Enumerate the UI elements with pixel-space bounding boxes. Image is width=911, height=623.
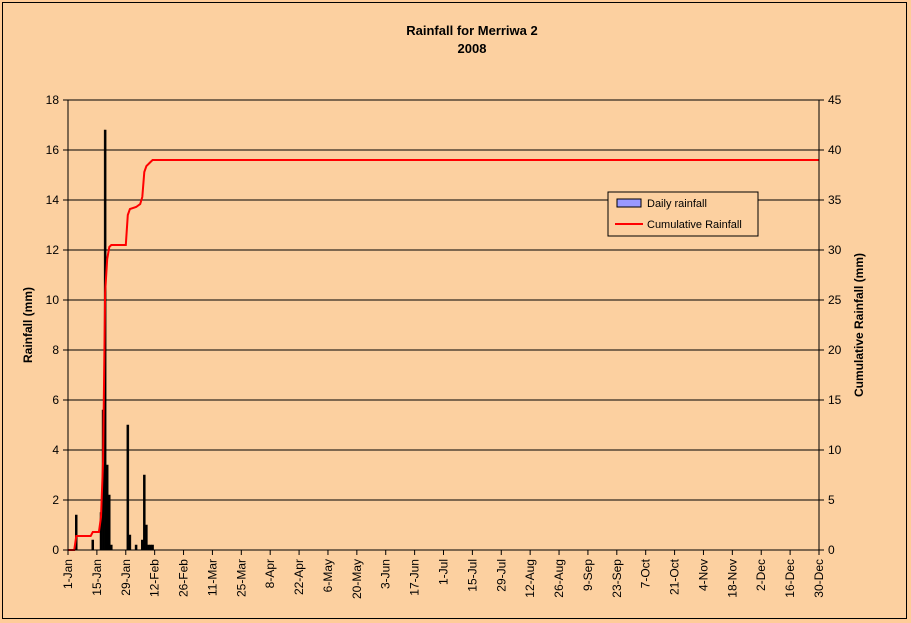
y2-axis-title: Cumulative Rainfall (mm) — [852, 253, 866, 397]
daily-rainfall-bar — [126, 424, 130, 551]
daily-rainfall-bar — [143, 474, 146, 551]
daily-rainfall-bar — [91, 539, 95, 551]
y2-tick-label: 25 — [828, 293, 842, 307]
daily-rainfall-bar — [128, 534, 132, 551]
daily-rainfall-bar — [108, 494, 111, 551]
x-tick-label: 3-Jun — [379, 559, 393, 589]
y2-tick-label: 20 — [828, 343, 842, 357]
x-tick-label: 18-Nov — [725, 559, 739, 598]
x-tick-label: 29-Jan — [119, 559, 133, 596]
y2-tick-label: 0 — [828, 543, 835, 557]
cumulative-rainfall-series-line — [68, 159, 819, 551]
plot-area — [68, 100, 819, 550]
x-tick-label: 15-Jul — [465, 559, 479, 592]
x-axis-ticks: 1-Jan 15-Jan 29-Jan 12-Feb 26-Feb 11-Mar 25-Ma… — [61, 558, 826, 599]
y2-tick-label: 45 — [828, 93, 842, 107]
y2-tick-label: 15 — [828, 393, 842, 407]
daily-rainfall-bar — [149, 544, 152, 551]
daily-rainfall-bar — [105, 464, 109, 551]
y-axis-title: Rainfall (mm) — [21, 287, 35, 363]
daily-rainfall-bar — [151, 544, 154, 551]
x-tick-label: 22-Apr — [292, 559, 306, 595]
x-tick-label: 25-Mar — [234, 559, 248, 597]
daily-rainfall-bar — [141, 539, 144, 551]
x-tick-label: 11-Mar — [205, 559, 219, 596]
chart-subtitle: 2008 — [458, 41, 487, 56]
x-tick-label: 2-Dec — [754, 559, 768, 591]
x-tick-label: 12-Feb — [148, 559, 162, 597]
x-tick-label: 29-Jul — [494, 559, 508, 592]
x-tick-label: 20-May — [350, 559, 364, 599]
left-axis-ticks: 0 2 4 6 8 10 12 14 16 18 — [46, 93, 60, 557]
y-tick-label: 10 — [46, 293, 60, 307]
axes — [63, 99, 824, 555]
legend-label-cumulative-rainfall: Cumulative Rainfall — [647, 219, 742, 231]
x-tick-label: 1-Jan — [61, 559, 75, 589]
x-tick-label: 21-Oct — [668, 558, 682, 595]
daily-rainfall-bar — [110, 544, 113, 551]
x-tick-label: 9-Sep — [581, 559, 595, 591]
x-tick-label: 26-Feb — [177, 559, 191, 597]
daily-rainfall-bar — [147, 544, 150, 551]
x-tick-label: 6-May — [321, 559, 335, 592]
x-tick-label: 17-Jun — [408, 559, 422, 596]
x-tick-label: 23-Sep — [610, 559, 624, 598]
y-tick-label: 4 — [52, 443, 59, 457]
y-tick-label: 14 — [46, 193, 60, 207]
legend: Daily rainfall Cumulative Rainfall — [607, 191, 759, 237]
right-axis-ticks: 0 5 10 15 20 25 30 35 40 45 — [828, 93, 842, 557]
x-tick-label: 26-Aug — [552, 559, 566, 598]
y2-tick-label: 35 — [828, 193, 842, 207]
chart-title: Rainfall for Merriwa 2 — [406, 23, 537, 38]
cumulative-rainfall-line — [68, 159, 819, 551]
x-tick-label: 15-Jan — [90, 559, 104, 596]
y2-tick-label: 40 — [828, 143, 842, 157]
legend-swatch-daily-rainfall — [616, 198, 642, 208]
y-tick-label: 16 — [46, 143, 60, 157]
y-tick-label: 0 — [52, 543, 59, 557]
y-tick-label: 18 — [46, 93, 60, 107]
x-tick-label: 30-Dec — [812, 559, 826, 598]
y-tick-label: 6 — [52, 393, 59, 407]
x-tick-label: 7-Oct — [639, 558, 653, 588]
daily-rainfall-bar — [134, 544, 138, 551]
y2-tick-label: 5 — [828, 493, 835, 507]
x-tick-label: 8-Apr — [263, 559, 277, 588]
legend-label-daily-rainfall: Daily rainfall — [647, 198, 707, 210]
x-tick-label: 16-Dec — [783, 559, 797, 598]
y2-tick-label: 10 — [828, 443, 842, 457]
daily-rainfall-bar — [145, 524, 148, 551]
x-tick-label: 12-Aug — [523, 559, 537, 598]
x-tick-label: 4-Nov — [696, 559, 710, 591]
y-tick-label: 12 — [46, 243, 60, 257]
x-tick-label: 1-Jul — [437, 559, 451, 585]
y2-tick-label: 30 — [828, 243, 842, 257]
y-tick-label: 8 — [52, 343, 59, 357]
y-tick-label: 2 — [52, 493, 59, 507]
